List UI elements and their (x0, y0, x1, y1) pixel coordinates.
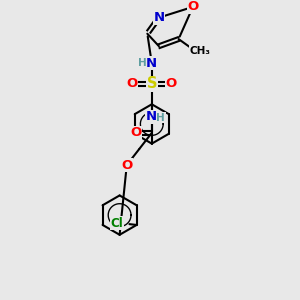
Text: N: N (153, 11, 164, 24)
Text: O: O (121, 159, 132, 172)
Text: O: O (166, 77, 177, 90)
Text: CH₃: CH₃ (190, 46, 211, 56)
Text: N: N (146, 57, 157, 70)
Text: S: S (146, 76, 157, 91)
Text: Cl: Cl (111, 217, 123, 230)
Text: O: O (127, 77, 138, 90)
Text: N: N (145, 110, 157, 123)
Text: H: H (139, 58, 147, 68)
Text: O: O (187, 0, 199, 14)
Text: O: O (130, 126, 141, 140)
Text: H: H (156, 113, 165, 123)
